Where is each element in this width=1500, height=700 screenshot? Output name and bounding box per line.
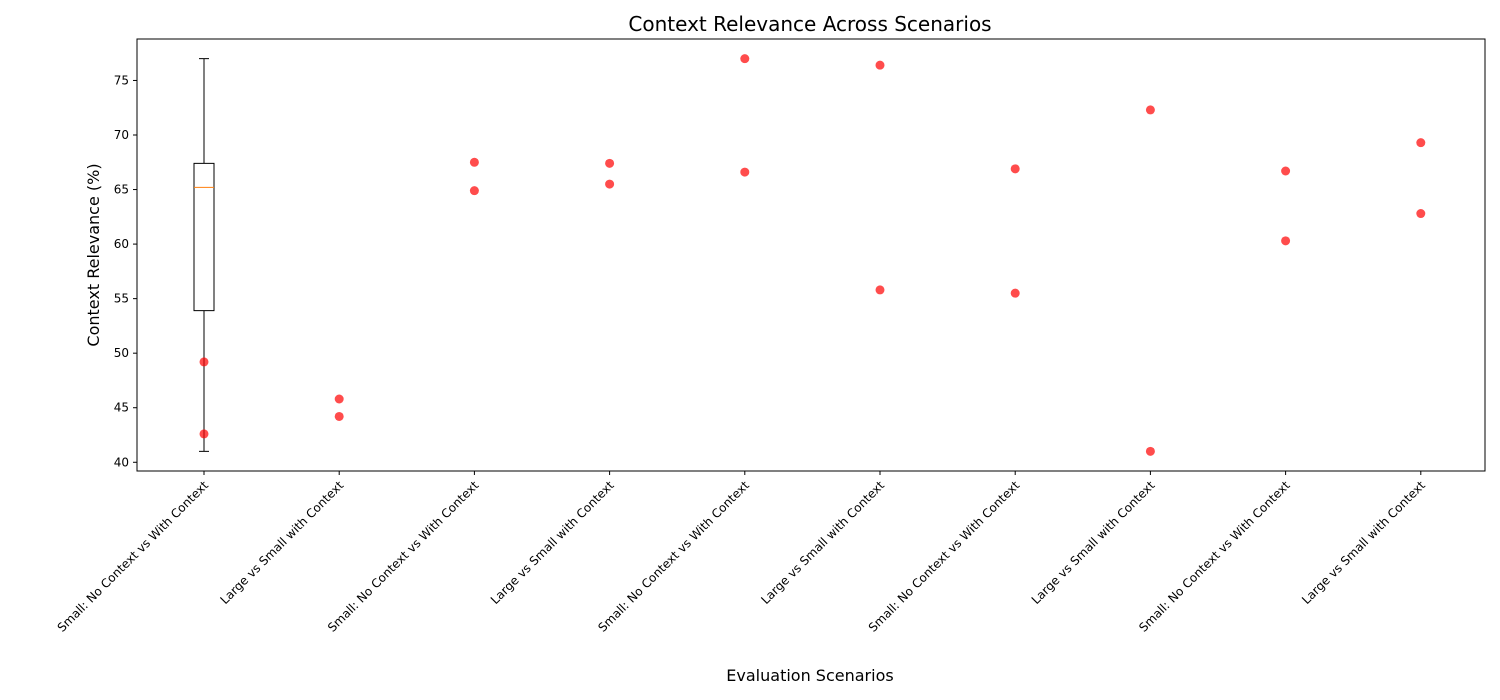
- data-point-6-0: [1010, 164, 1020, 174]
- data-point-9-1: [1416, 209, 1426, 219]
- y-axis-label: Context Relevance (%): [84, 163, 103, 346]
- x-tick-label: Small: No Context vs With Context: [595, 478, 752, 635]
- x-tick-label: Large vs Small with Context: [488, 478, 617, 607]
- y-tick-label: 55: [114, 292, 129, 306]
- data-point-1-1: [334, 411, 344, 421]
- y-tick-label: 75: [114, 73, 129, 87]
- boxplot-box: [193, 162, 215, 312]
- data-point-5-0: [875, 60, 885, 70]
- data-point-1-0: [334, 394, 344, 404]
- y-tick-label: 60: [114, 237, 129, 251]
- y-tick-label: 65: [114, 183, 129, 197]
- x-tick-label: Small: No Context vs With Context: [1136, 478, 1293, 635]
- x-tick-label: Small: No Context vs With Context: [325, 478, 482, 635]
- data-point-0-0: [199, 357, 209, 367]
- x-tick-label: Large vs Small with Context: [218, 478, 347, 607]
- data-point-4-0: [740, 54, 750, 64]
- data-point-8-1: [1281, 236, 1291, 246]
- chart-title: Context Relevance Across Scenarios: [628, 12, 991, 36]
- x-tick-label: Large vs Small with Context: [758, 478, 887, 607]
- x-tick-label: Large vs Small with Context: [1029, 478, 1158, 607]
- data-point-2-1: [469, 186, 479, 196]
- x-tick-label: Small: No Context vs With Context: [55, 478, 212, 635]
- data-point-9-0: [1416, 138, 1426, 148]
- plot-area: 40 45 50 55 60 65 70 75 Small: No Context vs Wit…: [55, 38, 1486, 635]
- data-point-7-0: [1145, 105, 1155, 115]
- data-point-2-0: [469, 157, 479, 167]
- data-point-6-1: [1010, 288, 1020, 298]
- x-tick-label: Small: No Context vs With Context: [866, 478, 1023, 635]
- y-tick-label: 45: [114, 401, 129, 415]
- y-tick-label: 50: [114, 346, 129, 360]
- data-point-4-1: [740, 167, 750, 177]
- y-tick-label: 70: [114, 128, 129, 142]
- data-point-3-1: [605, 179, 615, 189]
- data-point-3-0: [605, 158, 615, 168]
- y-tick-label: 40: [114, 455, 129, 469]
- x-tick-label: Large vs Small with Context: [1299, 478, 1428, 607]
- data-point-5-1: [875, 285, 885, 295]
- data-point-0-1: [199, 429, 209, 439]
- x-axis-label: Evaluation Scenarios: [726, 666, 893, 685]
- plot-frame: [136, 38, 1486, 472]
- data-point-8-0: [1281, 166, 1291, 176]
- data-point-7-1: [1145, 446, 1155, 456]
